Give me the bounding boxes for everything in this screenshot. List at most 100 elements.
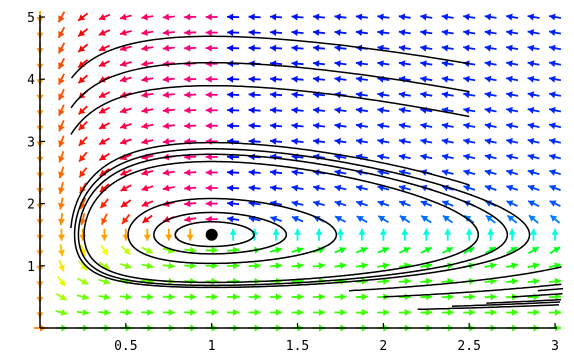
field-arrow <box>398 13 411 21</box>
field-arrow <box>269 184 283 192</box>
field-arrow <box>484 153 497 161</box>
field-arrow <box>506 91 519 99</box>
field-arrow <box>420 91 433 99</box>
trajectory-curve <box>77 153 509 287</box>
field-arrow <box>99 198 109 209</box>
field-arrow <box>355 247 368 254</box>
field-arrow <box>312 137 326 145</box>
field-arrow <box>484 293 497 301</box>
field-arrow <box>291 309 304 316</box>
field-arrow <box>548 60 562 68</box>
field-arrow <box>398 91 411 99</box>
field-arrow <box>484 138 497 145</box>
field-arrow <box>291 137 304 145</box>
field-arrow <box>398 122 411 130</box>
field-arrow <box>58 119 65 132</box>
field-arrow <box>315 228 323 241</box>
tick-marks: 0.5 1 1.5 2 2.5 3 1 2 3 4 5 <box>27 11 559 354</box>
field-arrow <box>355 29 368 36</box>
field-arrow <box>184 246 197 254</box>
field-arrow <box>291 29 304 36</box>
field-arrow <box>227 262 240 270</box>
field-arrow <box>441 153 454 161</box>
field-arrow <box>484 106 497 114</box>
field-arrow <box>527 309 540 316</box>
field-arrow <box>141 246 154 254</box>
field-arrow <box>358 228 366 241</box>
field-arrow <box>141 214 153 224</box>
field-arrow <box>548 29 562 36</box>
field-arrow <box>205 91 218 99</box>
field-arrow <box>506 106 519 114</box>
field-arrow <box>355 137 368 145</box>
field-arrow <box>165 228 173 241</box>
field-arrow <box>184 200 197 208</box>
field-arrow <box>484 75 497 83</box>
field-arrow <box>548 153 562 161</box>
field-arrow <box>355 309 368 316</box>
field-arrow <box>78 120 88 131</box>
field-arrow <box>355 91 368 99</box>
field-arrow <box>441 122 454 130</box>
field-arrow <box>291 262 304 270</box>
field-arrow <box>141 60 154 68</box>
field-arrow <box>377 60 390 68</box>
field-arrow <box>506 262 519 270</box>
field-arrow <box>506 13 519 21</box>
trajectories <box>70 35 564 311</box>
field-arrow <box>77 74 88 84</box>
trajectory-curve <box>70 35 470 79</box>
field-arrow <box>334 309 347 316</box>
field-arrow <box>141 309 154 316</box>
field-arrow <box>420 200 433 207</box>
field-arrow <box>184 262 197 270</box>
field-arrow <box>484 246 497 254</box>
field-arrow <box>227 277 240 285</box>
field-arrow <box>184 122 197 130</box>
field-arrow <box>141 262 154 270</box>
field-arrow <box>162 44 175 52</box>
field-arrow <box>420 309 433 316</box>
equilibrium-dot <box>205 228 218 241</box>
field-arrow <box>141 169 154 176</box>
field-arrow <box>549 184 561 192</box>
x-tick-label: 2.5 <box>457 339 480 354</box>
field-arrow <box>463 75 476 83</box>
field-arrow <box>463 106 476 114</box>
field-arrow <box>463 138 476 145</box>
field-arrow <box>398 138 411 145</box>
field-arrow <box>270 29 283 36</box>
field-arrow <box>420 122 433 130</box>
field-arrow <box>377 153 390 161</box>
field-arrow <box>291 169 304 176</box>
field-arrow <box>205 60 218 68</box>
field-arrow <box>227 106 240 114</box>
field-arrow <box>227 169 240 176</box>
field-arrow <box>334 293 347 301</box>
field-arrow <box>463 246 475 254</box>
trajectory-curve <box>73 148 531 289</box>
field-arrow <box>398 153 411 161</box>
trajectory-curve <box>83 160 480 284</box>
field-arrow <box>291 200 304 207</box>
field-arrow <box>463 293 476 301</box>
field-arrow <box>58 228 65 241</box>
x-tick-label: 3 <box>551 339 559 354</box>
field-arrow <box>355 122 368 130</box>
field-arrow <box>98 60 111 68</box>
field-arrow <box>441 75 454 83</box>
field-arrow <box>484 184 497 192</box>
field-arrow <box>420 153 433 161</box>
field-arrow <box>79 213 87 226</box>
field-arrow <box>355 184 368 192</box>
field-arrow <box>229 228 237 241</box>
field-arrow <box>398 106 411 114</box>
trajectory-curve <box>486 298 562 304</box>
trajectory-curve <box>70 141 470 229</box>
field-arrow <box>463 13 476 21</box>
field-arrow <box>76 309 89 316</box>
field-arrow <box>355 75 368 83</box>
field-arrow <box>548 13 562 21</box>
field-arrow <box>184 106 197 114</box>
field-arrow <box>551 228 559 241</box>
